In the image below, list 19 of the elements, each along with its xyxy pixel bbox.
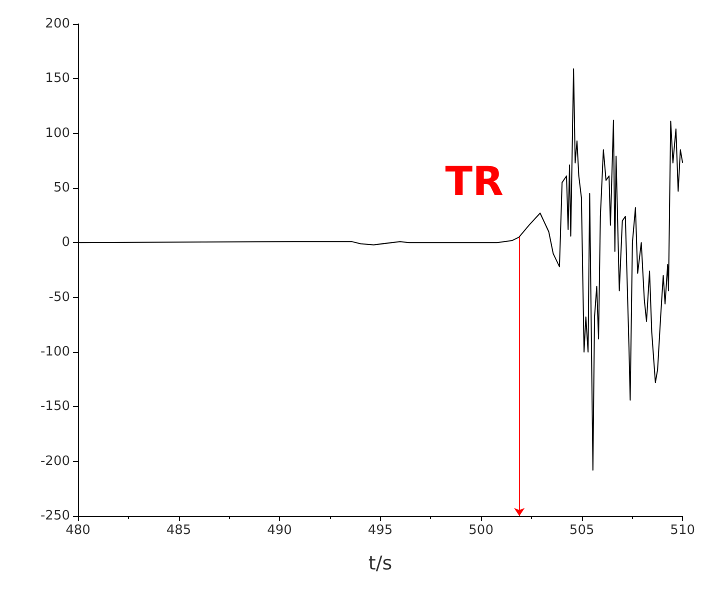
x-tick-label: 495 bbox=[368, 523, 393, 538]
y-tick-label: 150 bbox=[45, 71, 70, 86]
x-tick-label: 485 bbox=[166, 523, 192, 538]
y-tick-label: -200 bbox=[40, 454, 70, 469]
x-tick-label: 510 bbox=[670, 523, 696, 538]
x-tick-label: 480 bbox=[66, 523, 90, 538]
y-tick-label: 50 bbox=[53, 180, 70, 196]
x-tick-label: 505 bbox=[569, 523, 594, 538]
x-axis-title: t/s bbox=[368, 552, 392, 574]
y-tick-label: -50 bbox=[48, 290, 70, 305]
annotation: TR bbox=[445, 159, 504, 206]
x-tick-label: 490 bbox=[267, 523, 292, 538]
y-tick-label: -150 bbox=[40, 399, 70, 414]
y-tick-label: 100 bbox=[45, 126, 70, 141]
y-tick-label: -250 bbox=[40, 508, 70, 524]
y-tick-label: 0 bbox=[62, 235, 70, 250]
x-tick-label: 500 bbox=[468, 523, 494, 538]
y-tick-label: 200 bbox=[45, 16, 70, 32]
y-tick-label: -100 bbox=[40, 344, 70, 360]
